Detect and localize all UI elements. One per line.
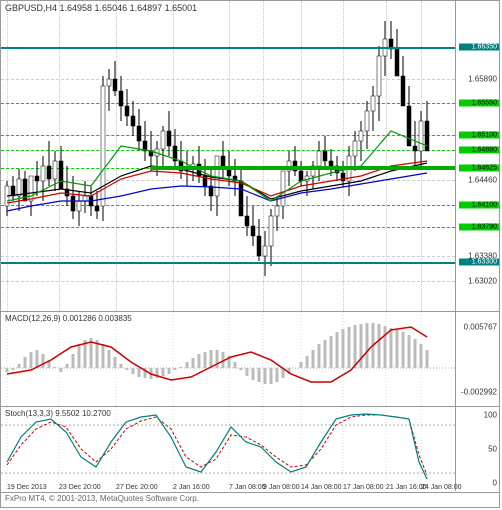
price-level-tag: 1.64100	[459, 202, 499, 209]
stoch-y-axis: 100 50 0	[455, 407, 499, 491]
x-tick-label: 24 Jan 08:00	[421, 484, 461, 491]
y-tick-label: 100	[484, 411, 497, 420]
price-plot[interactable]	[1, 1, 455, 311]
chart-container: GBPUSD,H4 1.64958 1.65046 1.64897 1.6500…	[0, 0, 500, 508]
price-panel[interactable]: 1.66350 1.65890 1.65550 1.65100 1.64880 1.646…	[1, 1, 499, 311]
price-y-axis: 1.66350 1.65890 1.65550 1.65100 1.64880 1.646…	[455, 1, 499, 311]
time-axis: 19 Dec 2013 23 Dec 20:00 27 Dec 20:00 2 Jan…	[1, 479, 455, 491]
x-tick-label: 14 Jan 08:00	[301, 484, 341, 491]
stoch-title: Stoch(13,3,3) 9.5502 10.2700	[5, 409, 111, 418]
macd-y-axis: 0.005767 -0.002992	[455, 312, 499, 406]
price-level-tag: 1.63790	[459, 224, 499, 231]
x-tick-label: 7 Jan 08:00	[229, 484, 266, 491]
y-tick-label: 0	[493, 479, 497, 488]
y-tick-label: -0.002992	[461, 388, 497, 397]
x-tick-label: 17 Jan 08:00	[343, 484, 383, 491]
x-tick-label: 2 Jan 16:00	[173, 484, 210, 491]
price-level-tag: 1.65100	[459, 132, 499, 139]
y-tick-label: 1.65890	[468, 75, 497, 84]
macd-svg	[1, 312, 455, 406]
x-tick-label: 27 Dec 20:00	[116, 484, 158, 491]
x-tick-label: 23 Dec 20:00	[59, 484, 101, 491]
price-level-tag: 1.65550	[459, 100, 499, 107]
y-tick-label: 0.005767	[464, 323, 497, 332]
price-level-tag: 1.64880	[459, 147, 499, 154]
x-tick-label: 19 Dec 2013	[7, 484, 47, 491]
macd-plot	[1, 312, 455, 406]
channel-line	[1, 262, 455, 264]
y-tick-label: 1.64460	[468, 176, 497, 185]
channel-line	[1, 47, 455, 49]
price-level-tag: 1.66350	[459, 44, 499, 51]
macd-panel[interactable]: MACD(12,26,9) 0.001286 0.003835 0.005767…	[1, 311, 499, 406]
x-tick-label: 9 Jan 08:00	[263, 484, 300, 491]
price-level-tag: 1.63300	[459, 259, 499, 266]
macd-title: MACD(12,26,9) 0.001286 0.003835	[5, 314, 132, 323]
y-tick-label: 1.63020	[468, 277, 497, 286]
y-tick-label: 50	[488, 445, 497, 454]
footer-text: FxPro MT4, © 2001-2013, MetaQuotes Softw…	[1, 492, 499, 507]
price-level-tag: 1.64625	[459, 165, 499, 172]
channel-zone	[151, 166, 455, 170]
chart-title: GBPUSD,H4 1.64958 1.65046 1.64897 1.6500…	[5, 3, 197, 13]
